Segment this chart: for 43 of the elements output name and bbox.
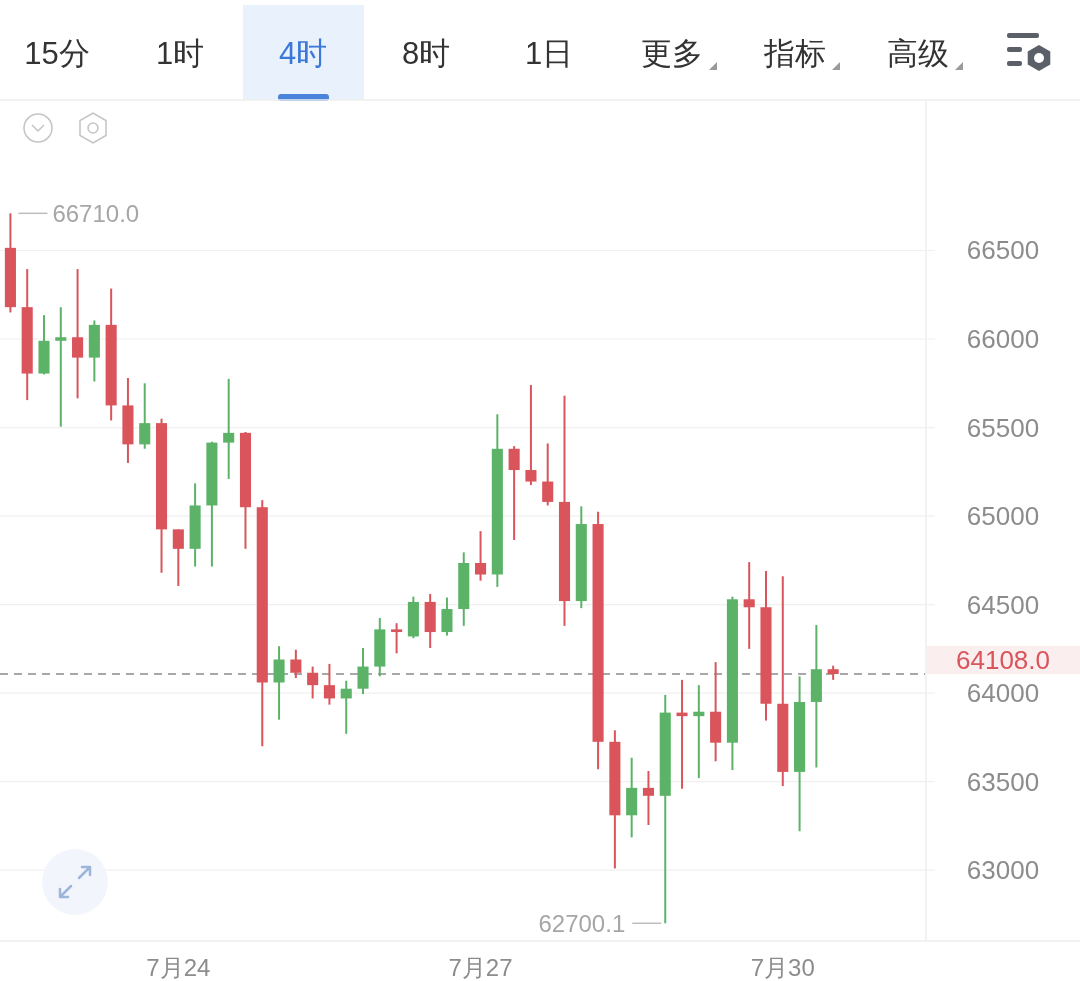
text: 1日 <box>524 35 574 71</box>
candlestick <box>55 306 67 428</box>
candlestick <box>223 377 235 480</box>
annotation: 62700.1 <box>538 909 626 937</box>
candlestick <box>676 678 688 790</box>
text: 8时 <box>401 35 451 71</box>
text: 高级 <box>887 35 949 71</box>
annotation: 66710.0 <box>52 199 140 227</box>
text: 指标 <box>763 35 826 71</box>
candlestick <box>693 684 705 780</box>
text: 15分 <box>24 35 90 71</box>
y-tick-label: 65500 <box>966 412 1040 443</box>
candlestick <box>357 646 369 696</box>
candlestick <box>391 622 403 655</box>
y-tick-label: 66000 <box>966 324 1040 355</box>
candlestick <box>475 530 487 582</box>
y-tick-label: 64500 <box>966 589 1040 620</box>
text: 更多 <box>641 35 703 71</box>
y-tick-label: 64000 <box>966 678 1040 709</box>
candlestick <box>290 648 302 680</box>
candlestick <box>139 382 151 450</box>
candlestick <box>323 662 335 706</box>
y-tick-label: 65000 <box>966 501 1040 532</box>
y-tick-label: 66500 <box>966 235 1040 266</box>
candlestick <box>642 770 654 827</box>
ref-line-label: 64108.0 <box>956 645 1050 675</box>
y-tick-label: 63500 <box>966 766 1040 797</box>
candlestick <box>743 561 755 650</box>
y-tick-label: 63000 <box>966 855 1040 886</box>
text: 4时 <box>278 35 328 71</box>
candlestick <box>508 445 520 541</box>
candlestick <box>172 528 184 588</box>
candlestick <box>307 665 319 700</box>
candlestick <box>72 268 84 400</box>
candlestick <box>441 596 453 637</box>
candlestick <box>340 679 352 735</box>
candlestick <box>525 384 537 487</box>
x-tick-label: 7月24 <box>146 953 211 981</box>
candlestick <box>273 645 285 721</box>
text: 1时 <box>155 35 205 71</box>
x-tick-label: 7月27 <box>448 953 513 981</box>
candlestick <box>542 442 554 507</box>
x-tick-label: 7月30 <box>750 953 815 981</box>
